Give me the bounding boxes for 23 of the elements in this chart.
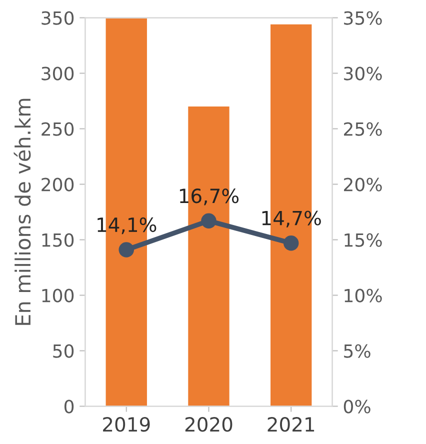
y-tick-label: 50 [53,344,74,358]
y-tick-label: 250 [42,122,74,136]
y-tick-label: 150 [42,233,74,247]
y2-tick-label: 5% [344,344,370,358]
y2-tick-label: 15% [344,233,382,247]
y2-tick-label: 0% [344,400,370,414]
y-tick-label: 0 [64,400,74,414]
x-tick-label: 2020 [185,417,232,432]
x-tick-label: 2019 [103,417,150,432]
y2-tick-label: 25% [344,122,382,136]
y-tick-label: 100 [42,288,74,302]
y2-tick-label: 20% [344,178,382,192]
point [283,235,299,251]
point [118,242,134,258]
y-tick-label: 350 [42,11,74,25]
y-tick-label: 200 [42,178,74,192]
y2-tick-label: 35% [344,11,382,25]
x-tick-label: 2021 [268,417,314,432]
y2-tick-label: 10% [344,288,382,302]
y-tick-label: 300 [42,66,74,80]
point [201,213,216,229]
y-axis-title: En millions de véh.km [14,98,31,325]
y2-tick-label: 30% [344,66,382,80]
